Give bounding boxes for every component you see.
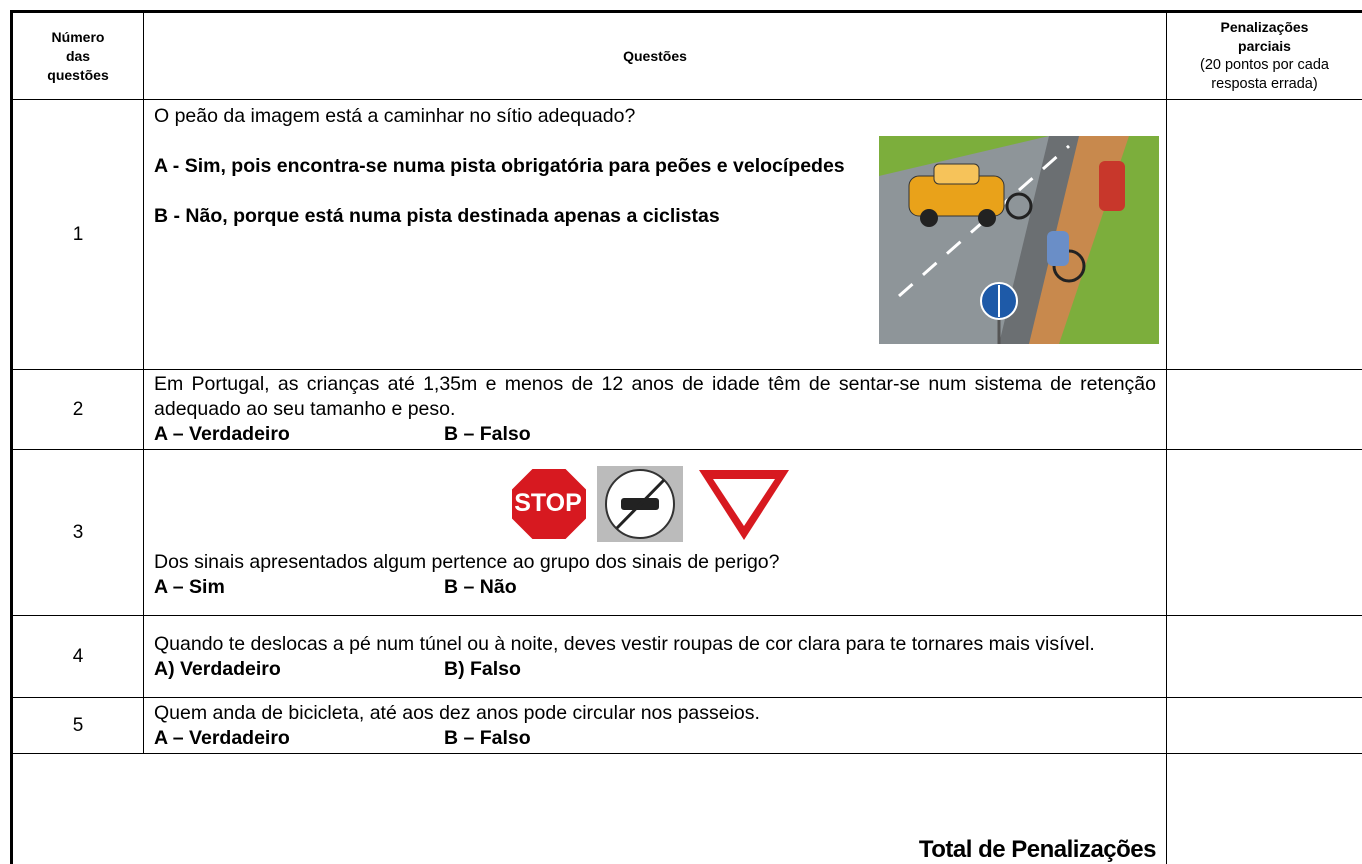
question-cell: O peão da imagem está a caminhar no síti… xyxy=(144,100,1167,370)
question-cell: Quem anda de bicicleta, até aos dez anos… xyxy=(144,698,1167,754)
question-row: 1 O peão da imagem está a caminhar no sí… xyxy=(12,100,1362,370)
question-text: Quem anda de bicicleta, até aos dez anos… xyxy=(154,701,1156,726)
question-row: 5 Quem anda de bicicleta, até aos dez an… xyxy=(12,698,1362,754)
penalty-cell xyxy=(1167,698,1362,754)
question-number: 5 xyxy=(12,698,144,754)
penalty-cell xyxy=(1167,100,1362,370)
stop-sign-text: STOP xyxy=(514,489,582,517)
option-b: B - Não, porque está numa pista destinad… xyxy=(154,204,854,229)
question-row: 3 STOP Dos sinais apresentados algum per… xyxy=(12,450,1362,616)
question-cell: Em Portugal, as crianças até 1,35m e men… xyxy=(144,370,1167,450)
total-cell xyxy=(1167,754,1362,864)
question-number: 2 xyxy=(12,370,144,450)
question-number: 4 xyxy=(12,616,144,698)
total-row: Total de Penalizações xyxy=(12,754,1362,864)
question-number: 1 xyxy=(12,100,144,370)
option-b: B) Falso xyxy=(444,657,521,682)
question-text-block: O peão da imagem está a caminhar no síti… xyxy=(154,100,854,229)
penalty-cell xyxy=(1167,450,1362,616)
option-a: A) Verdadeiro xyxy=(154,657,444,682)
option-a: A – Verdadeiro xyxy=(154,726,444,751)
option-b: B – Não xyxy=(444,575,517,600)
question-text: Dos sinais apresentados algum pertence a… xyxy=(154,550,1156,575)
option-a: A - Sim, pois encontra-se numa pista obr… xyxy=(154,154,854,179)
question-cell: STOP Dos sinais apresentados algum perte… xyxy=(144,450,1167,616)
penalty-cell xyxy=(1167,616,1362,698)
question-text: Em Portugal, as crianças até 1,35m e men… xyxy=(154,372,1156,422)
header-row: Número das questões Questões Penalizaçõe… xyxy=(12,12,1362,100)
quiz-table: Número das questões Questões Penalizaçõe… xyxy=(10,10,1362,864)
penalty-note: (20 pontos por cada resposta errada) xyxy=(1167,56,1362,94)
question-header: Questões xyxy=(144,12,1167,100)
road-illustration xyxy=(879,136,1159,344)
option-b: B – Falso xyxy=(444,726,531,751)
total-label: Total de Penalizações xyxy=(12,754,1167,864)
penalty-header: Penalizações parciais(20 pontos por cada… xyxy=(1167,12,1362,100)
option-a: A – Sim xyxy=(154,575,444,600)
question-row: 4 Quando te deslocas a pé num túnel ou à… xyxy=(12,616,1362,698)
question-text: O peão da imagem está a caminhar no síti… xyxy=(154,104,854,129)
option-b: B – Falso xyxy=(444,422,531,447)
question-row: 2 Em Portugal, as crianças até 1,35m e m… xyxy=(12,370,1362,450)
traffic-signs: STOP xyxy=(509,466,794,542)
question-text: Quando te deslocas a pé num túnel ou à n… xyxy=(154,632,1156,657)
question-cell: Quando te deslocas a pé num túnel ou à n… xyxy=(144,616,1167,698)
number-header: Número das questões xyxy=(12,12,144,100)
question-number: 3 xyxy=(12,450,144,616)
penalty-title: Penalizações parciais xyxy=(1167,18,1362,56)
option-a: A – Verdadeiro xyxy=(154,422,444,447)
penalty-cell xyxy=(1167,370,1362,450)
